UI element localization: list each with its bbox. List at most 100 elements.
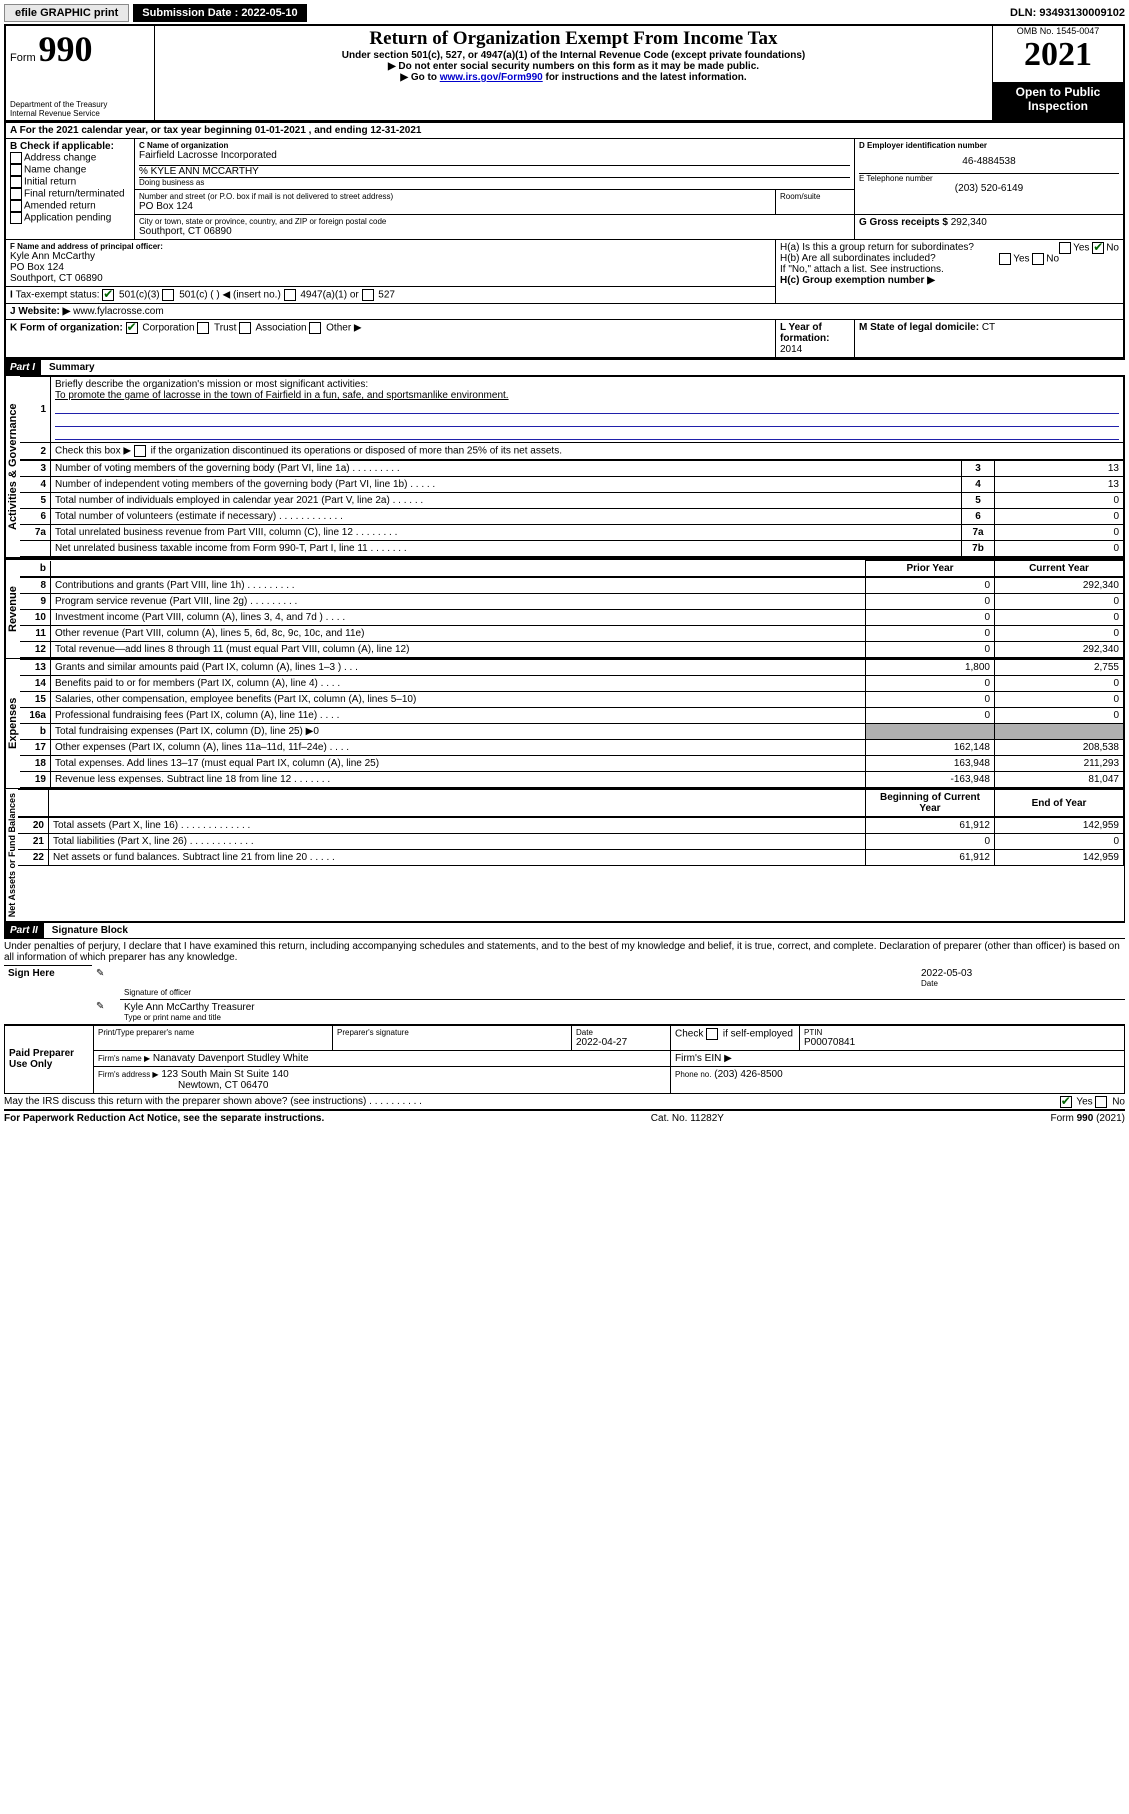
form-prefix: Form (10, 52, 36, 64)
check-final-return[interactable]: Final return/terminated (10, 188, 130, 200)
sign-date-label: Date (921, 979, 1121, 988)
table-row: 11Other revenue (Part VIII, column (A), … (20, 626, 1124, 642)
line-i-label: Tax-exempt status: (16, 290, 100, 301)
table-row: 17Other expenses (Part IX, column (A), l… (20, 740, 1124, 756)
website-value: www.fylacrosse.com (73, 306, 164, 317)
entity-info-block: A For the 2021 calendar year, or tax yea… (4, 122, 1125, 359)
sig-officer-label: Signature of officer (124, 988, 913, 997)
firm-name: Nanavaty Davenport Studley White (153, 1053, 309, 1064)
table-row: 12Total revenue—add lines 8 through 11 (… (20, 642, 1124, 658)
perjury-declaration: Under penalties of perjury, I declare th… (4, 939, 1125, 965)
care-of: % KYLE ANN MCCARTHY (139, 165, 850, 177)
part-i-badge: Part I (4, 360, 41, 375)
form-header: Form 990 Department of the Treasury Inte… (4, 24, 1125, 122)
preparer-date: 2022-04-27 (576, 1037, 666, 1048)
check-4947[interactable] (284, 289, 296, 301)
check-application-pending[interactable]: Application pending (10, 212, 130, 224)
table-row: 9Program service revenue (Part VIII, lin… (20, 594, 1124, 610)
line-ha: H(a) Is this a group return for subordin… (780, 242, 1119, 253)
org-name: Fairfield Lacrosse Incorporated (139, 150, 850, 161)
part-ii-header-row: Part II Signature Block (4, 922, 1125, 939)
table-row: 10Investment income (Part VIII, column (… (20, 610, 1124, 626)
check-amended-return[interactable]: Amended return (10, 200, 130, 212)
side-label-exp: Expenses (5, 659, 20, 788)
ein-value: 46-4884538 (859, 150, 1119, 173)
state-domicile: CT (982, 322, 995, 333)
firm-phone-label: Phone no. (675, 1070, 711, 1079)
line-f-label: F Name and address of principal officer: (10, 242, 771, 251)
irs-link[interactable]: www.irs.gov/Form990 (440, 72, 543, 83)
sign-here-label: Sign Here (4, 966, 92, 1025)
line-e-label: E Telephone number (859, 173, 1119, 183)
line-1-label: Briefly describe the organization's miss… (55, 379, 368, 390)
line-b-label: B Check if applicable: (10, 141, 130, 152)
table-row: 18Total expenses. Add lines 13–17 (must … (20, 756, 1124, 772)
open-public-badge: Open to Public Inspection (993, 82, 1125, 121)
firm-phone: (203) 426-8500 (714, 1069, 782, 1080)
check-discuss-no[interactable] (1095, 1096, 1107, 1108)
part-i-title: Summary (41, 362, 95, 373)
table-row: 19Revenue less expenses. Subtract line 1… (20, 772, 1124, 788)
line-d-label: D Employer identification number (859, 141, 1119, 150)
check-name-change[interactable]: Name change (10, 164, 130, 176)
footer-left: For Paperwork Reduction Act Notice, see … (4, 1113, 324, 1124)
mission-text: To promote the game of lacrosse in the t… (55, 390, 509, 401)
check-assoc[interactable] (239, 322, 251, 334)
city-value: Southport, CT 06890 (139, 226, 850, 237)
table-row: 13Grants and similar amounts paid (Part … (20, 660, 1124, 676)
paid-preparer-block: Paid Preparer Use Only Print/Type prepar… (4, 1025, 1125, 1094)
printed-name-label: Type or print name and title (124, 1013, 1121, 1022)
table-row: 3Number of voting members of the governi… (20, 461, 1124, 477)
table-row: 22Net assets or fund balances. Subtract … (18, 850, 1124, 866)
check-527[interactable] (362, 289, 374, 301)
discuss-row: May the IRS discuss this return with the… (4, 1094, 1125, 1111)
section-expenses: Expenses 13Grants and similar amounts pa… (4, 659, 1125, 789)
firm-addr-label: Firm's address ▶ (98, 1070, 159, 1079)
check-corp[interactable] (126, 322, 138, 334)
line-k-label: K Form of organization: (10, 323, 123, 334)
line-m-label: M State of legal domicile: (859, 322, 979, 333)
phone-value: (203) 520-6149 (859, 183, 1119, 194)
col-current-year: Current Year (995, 561, 1124, 577)
gross-receipts-value: 292,340 (951, 217, 987, 228)
officer-name: Kyle Ann McCarthy (10, 251, 771, 262)
line-g-label: G Gross receipts $ (859, 217, 948, 228)
check-trust[interactable] (197, 322, 209, 334)
ptin-value: P00070841 (804, 1037, 1120, 1048)
omb-number: OMB No. 1545-0047 (993, 26, 1123, 36)
line-l-label: L Year of formation: (780, 322, 829, 344)
check-other[interactable] (309, 322, 321, 334)
ptin-label: PTIN (804, 1028, 1120, 1037)
paid-preparer-label: Paid Preparer Use Only (5, 1025, 94, 1093)
check-501c[interactable] (162, 289, 174, 301)
table-row: 15Salaries, other compensation, employee… (20, 692, 1124, 708)
firm-ein-label: Firm's EIN ▶ (671, 1050, 1125, 1066)
form-number: 990 (38, 29, 92, 69)
irs-label: Internal Revenue Service (10, 109, 150, 118)
efile-button[interactable]: efile GRAPHIC print (4, 4, 129, 22)
check-501c3[interactable] (102, 289, 114, 301)
table-row: 5Total number of individuals employed in… (20, 493, 1124, 509)
side-label-na: Net Assets or Fund Balances (5, 789, 18, 921)
line-j-label: Website: ▶ (18, 306, 70, 317)
table-row: 21Total liabilities (Part X, line 26) . … (18, 834, 1124, 850)
dba-label: Doing business as (139, 177, 850, 187)
part-ii-title: Signature Block (44, 925, 128, 936)
room-label: Room/suite (776, 190, 855, 215)
check-discontinued[interactable] (134, 445, 146, 457)
top-toolbar: efile GRAPHIC print Submission Date : 20… (4, 4, 1125, 22)
firm-addr1: 123 South Main St Suite 140 (161, 1069, 288, 1080)
check-discuss-yes[interactable] (1060, 1096, 1072, 1108)
preparer-sig-label: Preparer's signature (337, 1028, 567, 1037)
preparer-name-label: Print/Type preparer's name (98, 1028, 328, 1037)
check-address-change[interactable]: Address change (10, 152, 130, 164)
dln-label: DLN: 93493130009102 (1010, 7, 1125, 19)
year-formation: 2014 (780, 344, 802, 355)
check-initial-return[interactable]: Initial return (10, 176, 130, 188)
city-label: City or town, state or province, country… (139, 217, 850, 226)
check-self-employed[interactable] (706, 1028, 718, 1040)
col-prior-year: Prior Year (866, 561, 995, 577)
form-subtitle-1: Under section 501(c), 527, or 4947(a)(1)… (159, 50, 988, 61)
officer-street: PO Box 124 (10, 262, 771, 273)
street-value: PO Box 124 (139, 201, 771, 212)
